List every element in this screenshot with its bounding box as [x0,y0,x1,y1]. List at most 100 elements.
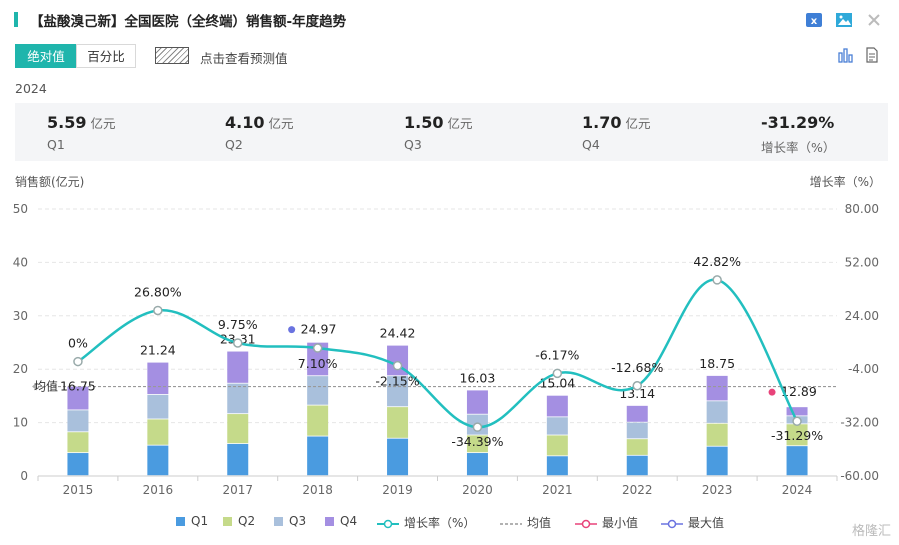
summary-label: Q1 [47,137,65,152]
growth-point-2018 [312,343,323,353]
x-tick-label: 2024 [782,483,813,497]
legend-label: Q1 [191,514,209,528]
legend-item-max[interactable]: 最大值 [661,514,724,534]
summary-label: Q2 [225,137,243,152]
bar-q2-2017 [227,414,249,444]
legend-swatch [176,517,185,526]
growth-label-2017: 9.75% [218,317,258,332]
forecast-hatch-swatch[interactable] [155,47,189,64]
y-tick-label: 30 [13,309,28,323]
legend-line-swatch [661,519,683,528]
view-tools [838,47,884,65]
legend-item-min[interactable]: 最小值 [575,514,638,534]
bar-q4-2024 [786,407,808,416]
bar-q2-2022 [626,439,648,455]
growth-label-2023: 42.82% [693,254,741,269]
bar-q4-2020 [466,390,488,414]
image-icon[interactable] [835,11,853,29]
summary-growth: -31.29% 增长率（%） [761,113,835,156]
bar-q1-2015 [67,453,89,476]
y-axis-title: 销售额(亿元) [15,175,85,189]
summary-q3: 1.50 亿元 Q3 [404,113,473,152]
summary-q1: 5.59 亿元 Q1 [47,113,116,152]
bar-q4-2022 [626,405,648,422]
window-actions: x [805,11,885,29]
chart-title: 【盐酸溴己新】全国医院（全终端）销售额-年度趋势 [30,14,347,30]
growth-line [77,278,799,429]
min-marker [768,388,776,396]
sales-chart: 0 10 20 30 40 50 -60.00 -32.00 -4.00 24.00 52.00 80… [13,202,879,497]
legend-label: 最大值 [688,516,725,530]
legend-label: 均值 [527,516,552,530]
summary-value: 4.10 [225,113,265,132]
summary-value: 1.70 [582,113,622,132]
mean-arrow-marker [32,382,37,391]
close-icon[interactable] [865,11,883,29]
summary-unit: 亿元 [268,116,294,131]
bar-q3-2021 [546,417,568,435]
bar-q1-2023 [706,446,728,476]
bar-q3-2017 [227,383,249,414]
bar-chart-icon[interactable] [838,47,854,63]
bar-q1-2021 [546,456,568,476]
tab-absolute[interactable]: 绝对值 [15,44,77,68]
y2-tick-label: 80.00 [845,202,879,216]
legend-label: Q2 [238,514,256,528]
bar-q2-2020 [466,435,488,453]
bar-q1-2020 [466,453,488,476]
legend-item-mean[interactable]: 均值 [500,514,551,534]
summary-unit: 亿元 [625,116,651,131]
bar-q2-2018 [307,405,329,436]
bar-q2-2019 [387,407,409,438]
max-marker [288,326,296,334]
legend-item-q1[interactable]: Q1 [176,514,208,534]
bar-q1-2018 [307,436,329,476]
bar-q3-2023 [706,401,728,423]
bar-q2-2015 [67,432,89,453]
document-icon[interactable] [864,47,880,63]
forecast-link[interactable]: 点击查看预测值 [200,51,288,66]
legend-label: 增长率（%） [404,516,476,530]
bar-q2-2016 [147,419,169,445]
summary-value: -31.29% [761,113,835,132]
bar-q4-2021 [546,395,568,417]
mean-label: 均值 [34,379,58,394]
growth-point-2017 [233,338,243,348]
total-label-2019: 24.42 [380,326,416,341]
bar-q2-2024 [786,424,808,446]
total-label-2020: 16.03 [460,370,496,385]
summary-unit: 亿元 [447,116,473,131]
growth-point-2016 [153,305,163,316]
x-tick-label: 2022 [622,483,653,497]
growth-point-2024 [792,416,802,426]
bar-q1-2022 [626,455,648,476]
excel-icon[interactable]: x [805,11,823,29]
growth-label-2020: -34.39% [451,434,503,449]
bar-q2-2023 [706,423,728,446]
y2-axis-title: 增长率（%） [809,175,881,189]
total-label-2023: 18.75 [699,356,735,371]
title-bar: 【盐酸溴己新】全国医院（全终端）销售额-年度趋势 [14,9,884,31]
total-label-2018: 24.97 [301,322,337,337]
legend-item-growth[interactable]: 增长率（%） [377,514,475,534]
x-tick-label: 2023 [702,483,733,497]
legend-item-q3[interactable]: Q3 [274,514,306,534]
growth-label-2018: 7.10% [298,356,338,371]
legend-item-q4[interactable]: Q4 [325,514,357,534]
summary-value: 5.59 [47,113,87,132]
bar-q2-2021 [546,435,568,456]
bar-q1-2019 [387,438,409,476]
x-tick-label: 2017 [222,483,253,497]
y-tick-label: 50 [13,202,28,216]
total-label-2015: 16.75 [60,379,96,394]
growth-label-2015: 0% [68,336,88,351]
bar-q3-2015 [67,410,89,432]
title-accent-bar [14,12,18,27]
summary-label: Q3 [404,137,422,152]
x-tick-label: 2015 [63,483,94,497]
total-label-2021: 15.04 [539,376,575,391]
bar-q1-2016 [147,445,169,476]
bar-q3-2016 [147,394,169,419]
tab-percent[interactable]: 百分比 [76,44,136,68]
legend-item-q2[interactable]: Q2 [223,514,255,534]
